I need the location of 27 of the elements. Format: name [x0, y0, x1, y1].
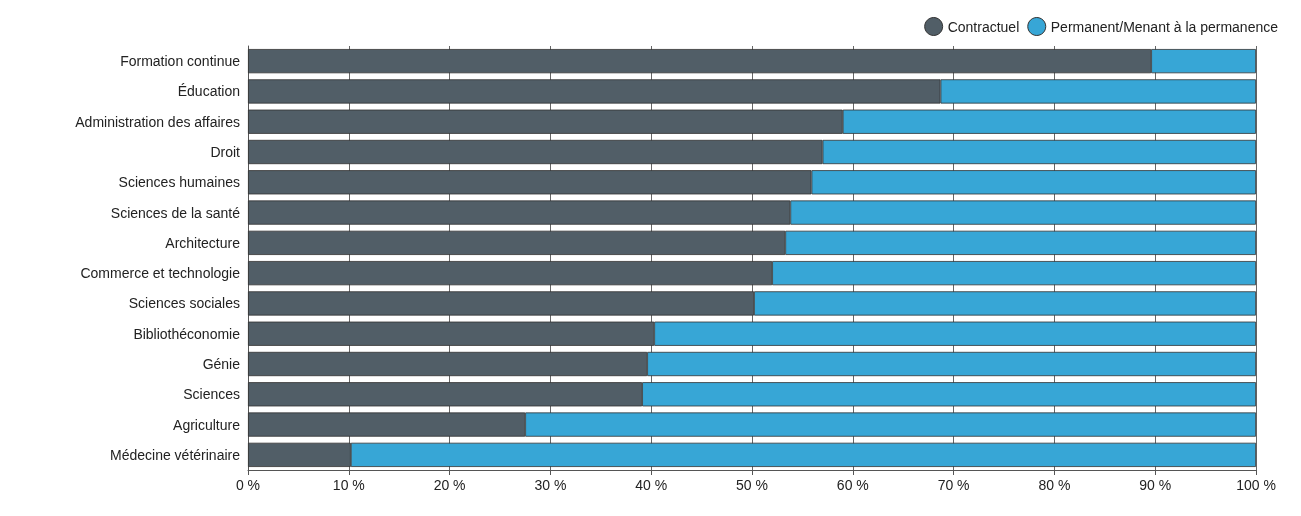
x-tick-label: 20 %	[433, 477, 466, 493]
x-tick-label: 80 %	[1038, 477, 1071, 493]
x-tick-label: 60 %	[836, 477, 869, 493]
x-tick-label: 100 %	[1236, 477, 1276, 493]
y-tick-label: Architecture	[165, 234, 241, 251]
y-tick-label: Sciences sociales	[128, 295, 240, 312]
y-tick-label: Agriculture	[173, 416, 241, 433]
y-tick-label: Sciences	[183, 386, 240, 403]
x-tick-label: 70 %	[937, 477, 970, 493]
legend-label: Permanent/Menant à la permanence	[1050, 18, 1279, 35]
y-tick-label: Bibliothéconomie	[133, 325, 241, 342]
x-tick-label: 90 %	[1139, 477, 1172, 493]
legend-label: Contractuel	[947, 18, 1020, 35]
x-tick-label: 10 %	[332, 477, 365, 493]
x-tick-label: 30 %	[534, 477, 567, 493]
y-tick-label: Sciences humaines	[118, 174, 240, 191]
x-tick-label: 0 %	[235, 477, 261, 493]
y-tick-label: Formation continue	[120, 53, 241, 70]
y-tick-label: Commerce et technologie	[80, 265, 241, 282]
y-tick-label: Administration des affaires	[75, 113, 240, 130]
y-tick-label: Sciences de la santé	[110, 204, 241, 221]
y-tick-label: Médecine vétérinaire	[110, 446, 241, 463]
y-tick-label: Génie	[202, 356, 241, 372]
x-tick-label: 40 %	[635, 477, 668, 493]
y-tick-label: Éducation	[177, 83, 240, 100]
y-tick-label: Droit	[210, 144, 241, 160]
x-tick-label: 50 %	[736, 477, 768, 493]
